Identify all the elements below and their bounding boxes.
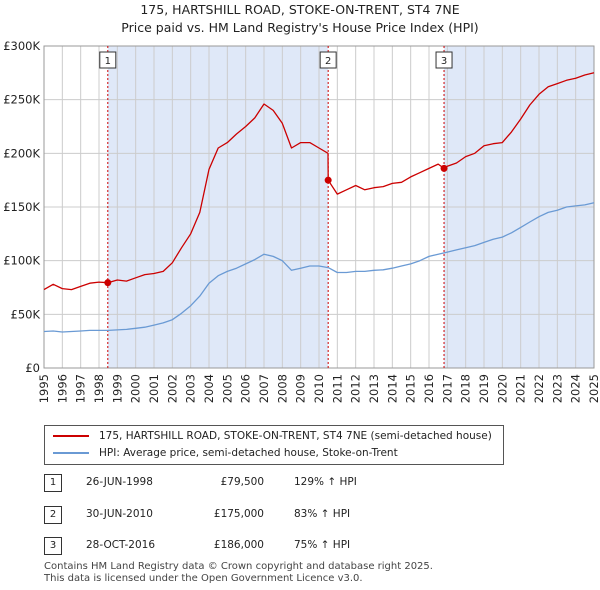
sale-hpi-change: 83% ↑ HPI	[294, 508, 351, 520]
y-tick-label: £50K	[11, 307, 41, 321]
footer-licence: This data is licensed under the Open Gov…	[44, 573, 363, 584]
chart-legend: 175, HARTSHILL ROAD, STOKE-ON-TRENT, ST4…	[44, 425, 504, 465]
x-tick-label: 2006	[239, 374, 253, 403]
x-tick-label: 2000	[129, 374, 143, 403]
series-line-hpi	[43, 202, 595, 333]
sale-markers-lines	[107, 46, 445, 368]
sale-date: 30-JUN-2010	[86, 508, 153, 520]
sale-number-badge: 2	[44, 506, 62, 524]
series-line-property	[43, 72, 595, 291]
chart-title: 175, HARTSHILL ROAD, STOKE-ON-TRENT, ST4…	[140, 2, 460, 17]
x-tick-label: 2018	[459, 374, 473, 403]
chart-axes: £0 £50K £100K £150K £200K £250K £300K 1995 1996 1…	[3, 39, 600, 403]
y-tick-label: £100K	[3, 254, 40, 268]
sale-hpi-change: 129% ↑ HPI	[294, 476, 357, 488]
x-tick-label: 2012	[349, 374, 363, 403]
sale-date: 26-JUN-1998	[86, 476, 153, 488]
x-tick-label: 1997	[74, 374, 88, 403]
sale-label-number: 1	[105, 56, 111, 67]
sale-label-box	[319, 51, 337, 69]
x-tick-label: 1996	[55, 374, 69, 403]
x-tick-label: 2001	[147, 374, 161, 403]
x-tick-label: 2013	[367, 374, 381, 403]
x-tick-label: 2024	[569, 374, 583, 403]
x-tick-label: 2017	[440, 374, 454, 403]
sale-label-box	[435, 51, 453, 69]
legend-swatch-property	[53, 435, 89, 437]
chart-series	[43, 72, 595, 333]
legend-label-property: 175, HARTSHILL ROAD, STOKE-ON-TRENT, ST4…	[99, 430, 492, 442]
x-tick-label: 1999	[110, 374, 124, 403]
x-tick-label: 1995	[37, 374, 51, 403]
x-tick-label: 2008	[275, 374, 289, 403]
x-tick-label: 2009	[294, 374, 308, 403]
x-tick-label: 2020	[495, 374, 509, 403]
x-tick-label: 2004	[202, 374, 216, 403]
x-tick-label: 2015	[404, 374, 418, 403]
x-tick-label: 2019	[477, 374, 491, 403]
sale-point	[104, 279, 112, 287]
sale-label-number: 2	[325, 56, 331, 67]
sale-label-box	[99, 51, 117, 69]
legend-swatch-hpi	[53, 452, 89, 454]
x-tick-label: 2014	[385, 374, 399, 403]
x-tick-label: 2010	[312, 374, 326, 403]
x-tick-label: 2011	[330, 374, 344, 403]
sale-hpi-change: 75% ↑ HPI	[294, 539, 351, 551]
legend-item-hpi: HPI: Average price, semi-detached house,…	[53, 447, 398, 459]
y-tick-label: £300K	[3, 39, 40, 53]
y-tick-label: £150K	[3, 200, 40, 214]
sale-points	[104, 164, 448, 287]
x-tick-label: 2002	[165, 374, 179, 403]
x-tick-label: 2007	[257, 374, 271, 403]
sale-number-badge: 1	[44, 474, 62, 492]
legend-item-property: 175, HARTSHILL ROAD, STOKE-ON-TRENT, ST4…	[53, 430, 492, 442]
legend-label-hpi: HPI: Average price, semi-detached house,…	[99, 447, 398, 459]
y-tick-label: £0	[25, 361, 40, 375]
y-tick-label: £250K	[3, 93, 40, 107]
x-tick-label: 2023	[550, 374, 564, 403]
price-chart: £0 £50K £100K £150K £200K £250K £300K 1995 1996 1…	[3, 39, 600, 403]
x-tick-label: 2003	[184, 374, 198, 403]
sale-point	[324, 176, 332, 184]
x-tick-label: 2021	[514, 374, 528, 403]
x-tick-label: 2005	[220, 374, 234, 403]
sale-point	[440, 164, 448, 172]
y-tick-label: £200K	[3, 146, 40, 160]
sale-date: 28-OCT-2016	[86, 539, 155, 551]
chart-subtitle: Price paid vs. HM Land Registry's House …	[121, 20, 479, 35]
x-tick-label: 2025	[587, 374, 600, 403]
x-tick-label: 2022	[532, 374, 546, 403]
footer-copyright: Contains HM Land Registry data © Crown c…	[44, 561, 433, 572]
sale-price: £186,000	[213, 539, 264, 551]
x-tick-label: 1998	[92, 374, 106, 403]
x-tick-label: 2016	[422, 374, 436, 403]
sale-price: £175,000	[213, 508, 264, 520]
sale-labels: 1 2 3	[99, 51, 453, 69]
sale-price: £79,500	[220, 476, 264, 488]
plot-border	[43, 45, 595, 369]
sale-number-badge: 3	[44, 537, 62, 555]
sale-label-number: 3	[441, 56, 447, 67]
